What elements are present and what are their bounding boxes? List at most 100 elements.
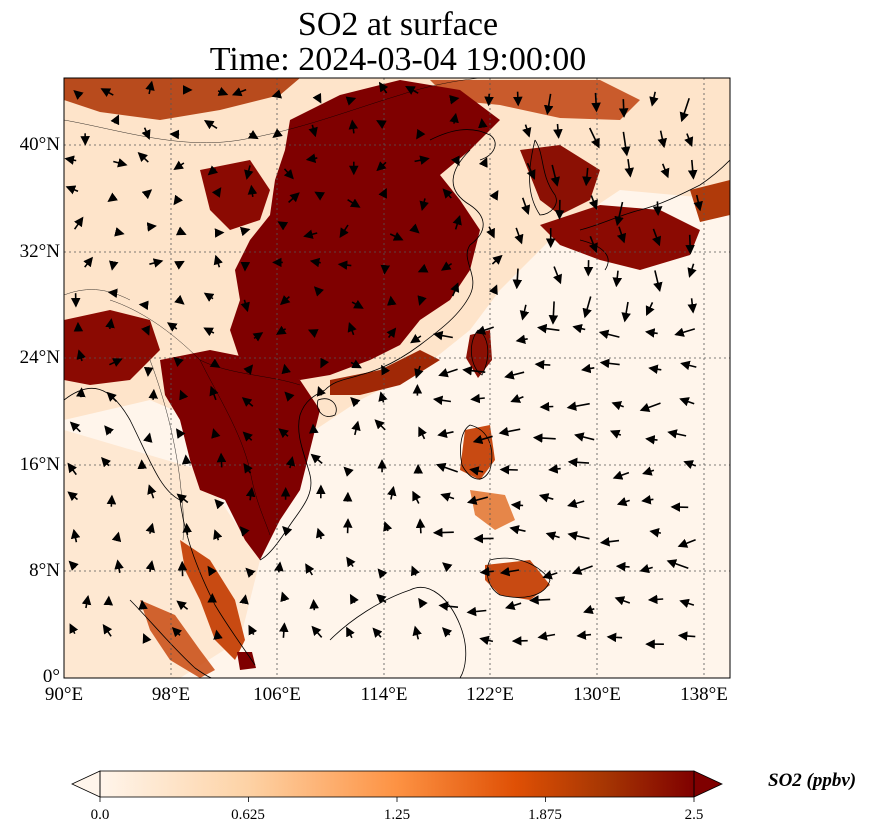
wind-arrow xyxy=(381,364,391,376)
wind-arrow xyxy=(310,453,323,465)
wind-arrow xyxy=(277,221,289,231)
lon-tick-122e: 122°E xyxy=(466,684,514,705)
wind-arrow xyxy=(350,396,361,408)
wind-arrow xyxy=(83,256,94,268)
wind-arrow xyxy=(472,434,493,445)
colorbar-extend-max xyxy=(693,770,723,798)
wind-arrow xyxy=(214,499,225,510)
so2-china-plume xyxy=(230,80,500,380)
wind-arrow xyxy=(213,254,223,268)
wind-arrow xyxy=(248,624,258,636)
wind-arrow xyxy=(553,123,563,139)
wind-arrow xyxy=(372,627,383,638)
so2-indochina xyxy=(160,350,320,560)
wind-arrow xyxy=(147,484,157,499)
wind-arrow xyxy=(281,363,291,375)
wind-arrow xyxy=(545,531,560,541)
wind-arrow xyxy=(280,591,290,603)
wind-arrow xyxy=(76,387,86,398)
wind-arrow xyxy=(211,187,222,198)
wind-arrow xyxy=(174,294,185,305)
wind-arrow xyxy=(639,402,661,412)
wind-arrow xyxy=(308,124,318,138)
wind-arrow xyxy=(145,522,155,534)
wind-arrow xyxy=(245,487,256,501)
wind-arrow xyxy=(380,264,391,275)
coastline-borneo xyxy=(329,587,467,678)
wind-arrow xyxy=(182,522,192,536)
lon-tick-138e: 138°E xyxy=(680,684,728,705)
wind-arrow xyxy=(542,570,558,580)
wind-arrow xyxy=(104,425,114,436)
wind-arrow xyxy=(351,299,364,309)
wind-arrow xyxy=(103,595,114,606)
wind-arrow xyxy=(149,258,164,268)
wind-arrow xyxy=(479,635,494,646)
wind-arrow xyxy=(288,192,300,203)
wind-arrow xyxy=(666,559,689,570)
wind-arrow xyxy=(526,162,536,180)
wind-arrow xyxy=(348,119,359,134)
wind-arrow xyxy=(111,531,122,543)
wind-arrow xyxy=(410,565,420,577)
lon-tick-114e: 114°E xyxy=(360,684,408,705)
wind-arrow xyxy=(574,432,595,442)
wind-arrow xyxy=(452,214,462,230)
wind-arrow xyxy=(174,260,185,270)
wind-arrow xyxy=(207,565,217,577)
wind-arrow xyxy=(213,529,223,541)
wind-arrow xyxy=(418,426,427,440)
wind-arrow xyxy=(203,292,215,302)
wind-arrow xyxy=(674,327,696,337)
wind-arrow xyxy=(553,266,562,285)
wind-arrow xyxy=(346,626,355,639)
wind-arrow xyxy=(667,429,687,439)
wind-arrow xyxy=(145,560,156,573)
wind-arrow xyxy=(532,433,556,443)
wind-arrow xyxy=(405,86,419,95)
wind-arrow xyxy=(498,426,521,437)
wind-arrow xyxy=(624,158,634,178)
wind-arrow xyxy=(309,599,319,611)
wind-arrow xyxy=(377,568,388,579)
wind-arrow xyxy=(479,566,494,577)
wind-arrow xyxy=(171,627,183,638)
coastline-sumatra xyxy=(129,599,213,678)
wind-arrow xyxy=(247,184,258,198)
wind-arrow xyxy=(441,627,453,638)
border-thai-myanmar xyxy=(149,359,184,541)
lon-tick-98e: 98°E xyxy=(151,684,191,705)
wind-arrow xyxy=(309,423,319,434)
wind-arrow xyxy=(647,594,664,605)
wind-arrow xyxy=(378,81,389,94)
wind-arrow xyxy=(378,187,387,199)
wind-arrow xyxy=(510,393,524,403)
coastline-luzon xyxy=(460,424,493,480)
wind-arrow xyxy=(203,327,215,337)
wind-arrow xyxy=(114,559,124,573)
wind-arrow xyxy=(611,401,624,411)
wind-arrow xyxy=(349,593,359,605)
wind-arrow xyxy=(173,356,184,367)
wind-arrow xyxy=(315,527,326,540)
wind-arrow xyxy=(409,223,420,234)
wind-arrow xyxy=(642,466,655,476)
wind-arrow xyxy=(567,457,590,468)
wind-arrow xyxy=(512,268,523,290)
colorbar-label: SO2 (ppbv) xyxy=(768,770,857,791)
so2-northeast xyxy=(430,80,640,120)
wind-arrow xyxy=(105,318,115,330)
wind-arrow xyxy=(347,321,357,336)
wind-arrow xyxy=(679,397,695,407)
coastline-taiwan xyxy=(470,329,489,376)
wind-arrow xyxy=(282,525,293,537)
wind-arrow xyxy=(677,538,696,548)
wind-arrow xyxy=(148,388,158,400)
wind-arrow xyxy=(145,80,155,95)
wind-arrow xyxy=(462,365,486,376)
wind-arrow xyxy=(450,282,460,297)
so2-japan-east xyxy=(690,180,730,222)
wind-arrow xyxy=(550,164,560,187)
wind-arrow xyxy=(449,95,460,105)
wind-arrow xyxy=(107,192,118,203)
